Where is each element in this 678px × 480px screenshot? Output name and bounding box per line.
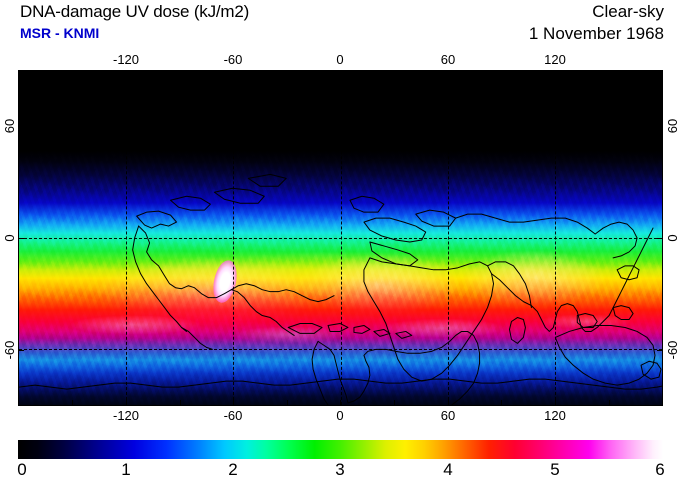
- coastlines-south-america: [312, 331, 479, 405]
- coastline-overlay: [19, 71, 662, 405]
- colorbar-tick-3: 3: [335, 460, 345, 479]
- lon-label-top-0: 0: [336, 52, 344, 67]
- colorbar-tick-5: 5: [550, 460, 560, 479]
- world-map-plot: [18, 70, 663, 406]
- colorbar-tick-4: 4: [443, 460, 453, 479]
- lon-label-top-m60: -60: [223, 52, 243, 67]
- colorbar-tick-1: 1: [121, 460, 131, 479]
- coastlines-australia: [555, 325, 661, 385]
- lon-label-bottom-0: 0: [336, 408, 344, 423]
- lon-label-bottom-60: 60: [440, 408, 456, 423]
- data-source-label: MSR - KNMI: [20, 25, 100, 41]
- coastlines-caribbean: [288, 323, 412, 338]
- lat-label-left-60: 60: [2, 118, 17, 134]
- colorbar: [18, 440, 663, 459]
- lon-label-top-60: 60: [440, 52, 456, 67]
- map-raster: [19, 71, 662, 405]
- lat-label-left-0: 0: [2, 234, 17, 242]
- lon-label-top-120: 120: [544, 52, 566, 67]
- lon-label-bottom-m60: -60: [223, 408, 243, 423]
- graticule-lat-60: [19, 126, 662, 128]
- colorbar-tick-0: 0: [17, 460, 27, 479]
- condition-label: Clear-sky: [592, 2, 664, 21]
- coastlines-africa: [364, 258, 531, 381]
- coastlines-antarctica: [19, 379, 662, 389]
- graticule-lat-0: [19, 238, 662, 239]
- coastlines-asia: [456, 214, 653, 331]
- lat-label-right-m60: -60: [665, 340, 678, 360]
- colorbar-tick-6: 6: [655, 460, 665, 479]
- coastlines-north-america: [133, 174, 334, 349]
- lon-label-top-m120: -120: [112, 52, 140, 67]
- lat-label-left-m60: -60: [2, 340, 17, 360]
- lon-label-bottom-m120: -120: [112, 408, 140, 423]
- graticule-lat-m60: [19, 349, 662, 351]
- page-title: DNA-damage UV dose (kJ/m2): [20, 2, 250, 21]
- coastlines-europe: [350, 196, 456, 266]
- lon-label-bottom-120: 120: [544, 408, 566, 423]
- lat-label-right-60: 60: [665, 118, 678, 134]
- lat-label-right-0: 0: [665, 234, 678, 242]
- date-label: 1 November 1968: [528, 24, 664, 43]
- colorbar-tick-2: 2: [228, 460, 238, 479]
